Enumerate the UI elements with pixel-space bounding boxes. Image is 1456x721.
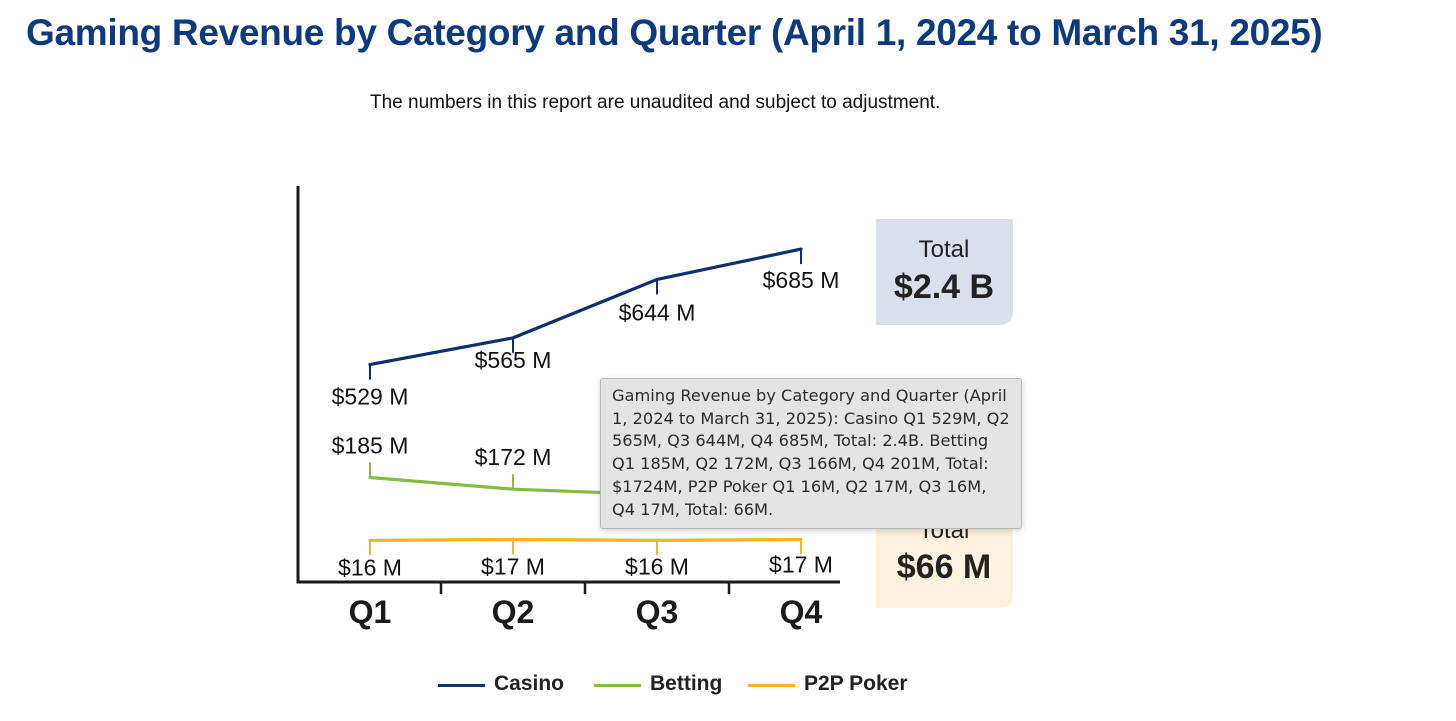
total-box-casino (876, 219, 1013, 325)
x-tick-label-q2: Q2 (492, 594, 535, 630)
legend-swatch-p2p-poker (748, 684, 795, 687)
legend-swatch-betting (594, 684, 641, 687)
data-label-p2p-poker-q1: $16 M (338, 554, 402, 580)
chart-tooltip: Gaming Revenue by Category and Quarter (… (600, 378, 1022, 530)
page-subtitle: The numbers in this report are unaudited… (370, 92, 941, 113)
legend-label-casino: Casino (494, 672, 565, 695)
data-label-casino-q4: $685 M (763, 267, 840, 293)
data-label-casino-q3: $644 M (619, 299, 696, 325)
data-label-betting-q2: $172 M (475, 444, 552, 470)
legend-swatch-casino (438, 684, 485, 687)
total-title-casino: Total (919, 236, 970, 263)
data-label-p2p-poker-q2: $17 M (481, 553, 545, 579)
total-value-p2p-poker: $66 M (897, 548, 992, 586)
series-line-p2p-poker (368, 537, 803, 543)
x-tick-label-q1: Q1 (349, 594, 392, 630)
data-label-casino-q2: $565 M (475, 347, 552, 373)
data-label-casino-q1: $529 M (332, 384, 409, 410)
data-label-p2p-poker-q3: $16 M (625, 553, 689, 579)
series-line-casino (368, 247, 803, 367)
total-value-casino: $2.4 B (894, 268, 994, 306)
page-title: Gaming Revenue by Category and Quarter (… (26, 12, 1323, 53)
legend-label-p2p-poker: P2P Poker (804, 672, 908, 695)
x-tick-label-q3: Q3 (636, 594, 679, 630)
data-label-p2p-poker-q4: $17 M (769, 551, 833, 577)
legend-label-betting: Betting (650, 672, 723, 695)
data-label-betting-q1: $185 M (332, 433, 409, 459)
x-tick-label-q4: Q4 (780, 594, 823, 630)
